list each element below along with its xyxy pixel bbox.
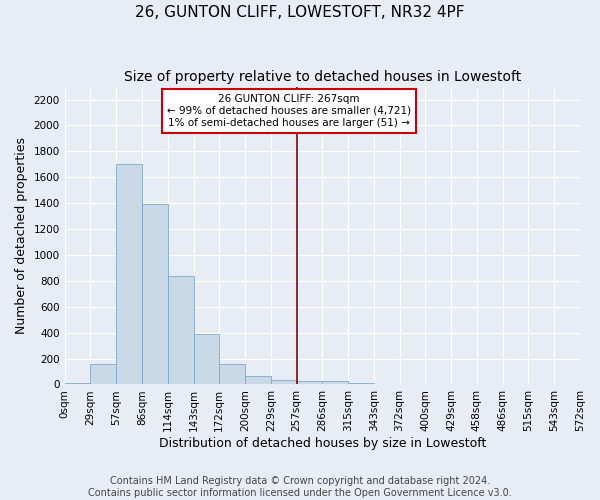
Text: 26 GUNTON CLIFF: 267sqm
← 99% of detached houses are smaller (4,721)
1% of semi-: 26 GUNTON CLIFF: 267sqm ← 99% of detache…: [167, 94, 411, 128]
X-axis label: Distribution of detached houses by size in Lowestoft: Distribution of detached houses by size …: [158, 437, 486, 450]
Bar: [116, 164, 142, 384]
Bar: [219, 364, 245, 384]
Bar: [245, 376, 271, 384]
Bar: [142, 204, 168, 384]
Bar: [271, 380, 296, 384]
Bar: [193, 334, 219, 384]
Bar: [348, 382, 374, 384]
Text: 26, GUNTON CLIFF, LOWESTOFT, NR32 4PF: 26, GUNTON CLIFF, LOWESTOFT, NR32 4PF: [135, 5, 465, 20]
Bar: [322, 381, 348, 384]
Title: Size of property relative to detached houses in Lowestoft: Size of property relative to detached ho…: [124, 70, 521, 84]
Text: Contains HM Land Registry data © Crown copyright and database right 2024.
Contai: Contains HM Land Registry data © Crown c…: [88, 476, 512, 498]
Bar: [296, 381, 322, 384]
Bar: [168, 276, 193, 384]
Bar: [91, 364, 116, 384]
Bar: [65, 382, 91, 384]
Y-axis label: Number of detached properties: Number of detached properties: [15, 137, 28, 334]
